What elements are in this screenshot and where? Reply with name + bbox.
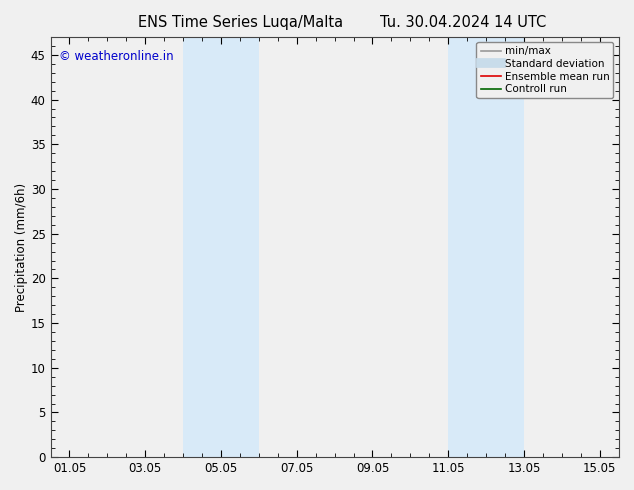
Bar [448,37,524,457]
Legend: min/max, Standard deviation, Ensemble mean run, Controll run: min/max, Standard deviation, Ensemble me… [476,42,614,98]
Y-axis label: Precipitation (mm/6h): Precipitation (mm/6h) [15,183,28,312]
Text: ENS Time Series Luqa/Malta: ENS Time Series Luqa/Malta [138,15,344,30]
Bar [183,37,259,457]
Text: Tu. 30.04.2024 14 UTC: Tu. 30.04.2024 14 UTC [380,15,546,30]
Text: © weatheronline.in: © weatheronline.in [59,49,174,63]
